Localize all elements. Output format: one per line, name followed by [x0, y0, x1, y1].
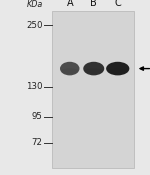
- Text: B: B: [90, 0, 97, 8]
- Ellipse shape: [106, 62, 129, 75]
- Text: 130: 130: [26, 82, 43, 92]
- Text: 250: 250: [26, 21, 43, 30]
- Ellipse shape: [107, 68, 129, 74]
- Text: C: C: [114, 0, 121, 8]
- Text: 72: 72: [32, 138, 43, 147]
- Text: A: A: [66, 0, 73, 8]
- Ellipse shape: [60, 68, 79, 74]
- Text: 95: 95: [32, 112, 43, 121]
- Ellipse shape: [84, 68, 104, 74]
- Text: KDa: KDa: [27, 0, 43, 9]
- Ellipse shape: [60, 62, 80, 75]
- Bar: [52, 11, 134, 168]
- Ellipse shape: [83, 62, 104, 75]
